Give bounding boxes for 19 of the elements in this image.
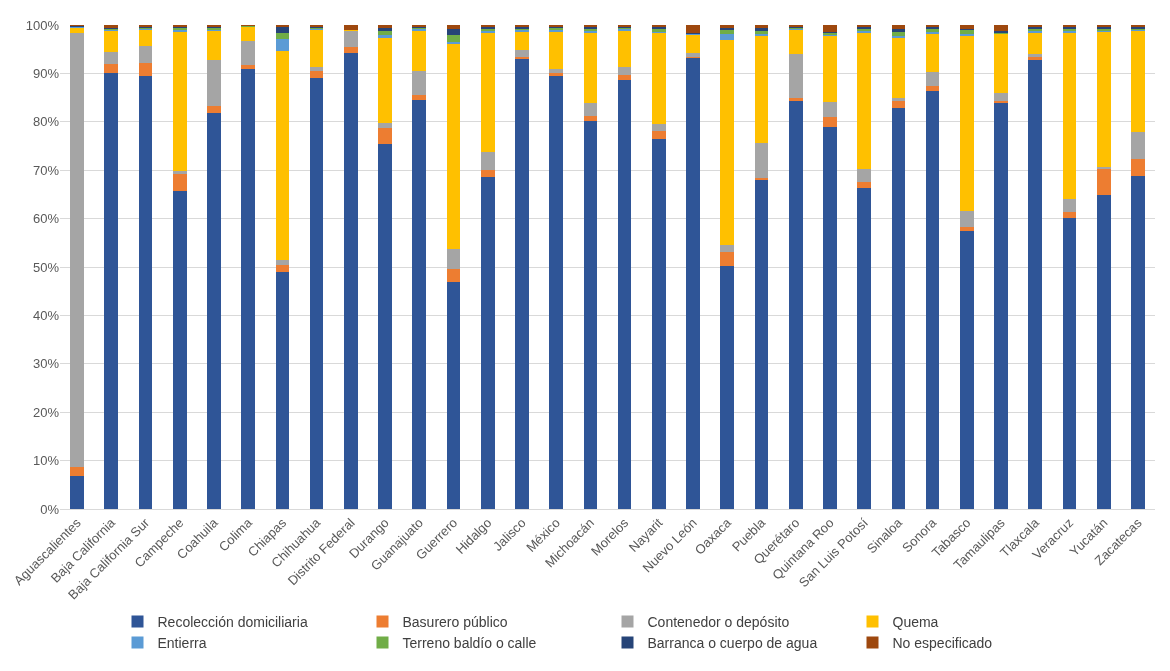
legend-label: Contenedor o depósito <box>647 613 790 630</box>
y-tick-label: 90% <box>32 65 60 81</box>
legend-label: Barranca o cuerpo de agua <box>647 635 818 652</box>
y-tick-label: 100% <box>25 17 60 33</box>
y-tick-label: 0% <box>40 501 60 517</box>
y-tick-label: 40% <box>32 307 60 323</box>
legend-label: Entierra <box>157 635 207 652</box>
y-tick-label: 30% <box>32 356 60 372</box>
legend-label: Recolección domiciliaria <box>157 613 308 630</box>
legend-label: Quema <box>892 613 939 630</box>
y-tick-label: 60% <box>32 211 60 227</box>
y-tick-label: 50% <box>32 259 60 275</box>
y-tick-label: 80% <box>32 114 60 130</box>
y-tick-label: 20% <box>32 404 60 420</box>
y-tick-label: 10% <box>32 453 60 469</box>
legend-label: No especificado <box>892 635 993 652</box>
y-tick-label: 70% <box>32 162 60 178</box>
legend-label: Basurero público <box>402 613 508 630</box>
legend-label: Terreno baldío o calle <box>402 635 537 652</box>
